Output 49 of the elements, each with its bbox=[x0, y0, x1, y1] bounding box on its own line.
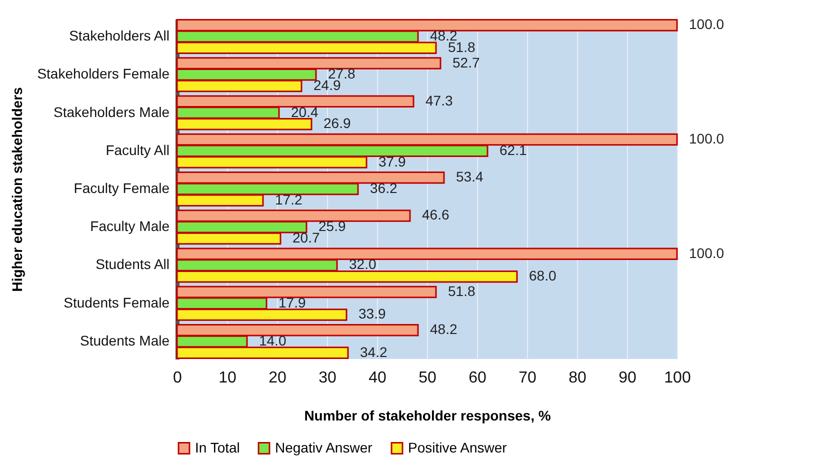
y-tick-label: Stakeholders Female bbox=[37, 66, 170, 82]
data-label: 25.9 bbox=[318, 218, 346, 234]
legend-label: Positive Answer bbox=[408, 439, 508, 456]
data-label: 33.9 bbox=[358, 306, 386, 322]
data-label: 48.2 bbox=[430, 321, 458, 338]
x-tick-label: 100 bbox=[664, 370, 691, 386]
x-tick-label: 70 bbox=[518, 370, 536, 386]
y-tick-label: Students Male bbox=[80, 332, 170, 348]
x-tick-label: 80 bbox=[568, 370, 586, 386]
data-label: 46.6 bbox=[422, 206, 450, 223]
y-axis-title: Higher education stakeholders bbox=[9, 86, 26, 292]
data-label: 32.0 bbox=[349, 256, 376, 272]
y-tick-label: Faculty Female bbox=[74, 180, 170, 196]
data-label: 100.0 bbox=[689, 16, 724, 32]
data-label: 53.4 bbox=[456, 168, 484, 185]
data-label: 17.2 bbox=[275, 191, 302, 208]
data-label: 68.0 bbox=[529, 268, 556, 284]
x-tick-label: 90 bbox=[618, 370, 636, 386]
data-label: 47.3 bbox=[426, 92, 453, 108]
legend-label: Negativ Answer bbox=[275, 439, 373, 456]
y-tick-label: Stakeholders All bbox=[69, 28, 170, 44]
x-axis-title: Number of stakeholder responses, % bbox=[304, 408, 552, 424]
data-label: 14.0 bbox=[259, 332, 286, 348]
data-label: 36.2 bbox=[370, 180, 398, 196]
x-tick-label: 10 bbox=[218, 370, 236, 386]
y-tick-label: Faculty All bbox=[106, 142, 170, 158]
data-label: 52.7 bbox=[452, 54, 480, 70]
data-label: 100.0 bbox=[689, 130, 724, 147]
data-label: 37.9 bbox=[378, 153, 406, 170]
x-tick-label: 20 bbox=[268, 370, 286, 386]
y-tick-label: Faculty Male bbox=[90, 218, 170, 234]
y-tick-label: Stakeholders Male bbox=[54, 104, 170, 120]
x-tick-label: 30 bbox=[318, 370, 336, 386]
data-label: 62.1 bbox=[500, 142, 527, 158]
y-tick-label: Students Female bbox=[64, 294, 170, 310]
data-label: 26.9 bbox=[324, 115, 351, 132]
data-label: 34.2 bbox=[360, 344, 388, 360]
data-label: 20.7 bbox=[292, 229, 320, 246]
x-tick-label: 60 bbox=[468, 370, 486, 386]
x-tick-label: 40 bbox=[368, 370, 386, 386]
y-tick-label: Students All bbox=[96, 256, 170, 272]
x-tick-label: 0 bbox=[173, 370, 182, 386]
data-label: 100.0 bbox=[689, 244, 724, 261]
data-label: 20.4 bbox=[291, 104, 318, 120]
data-label: 51.8 bbox=[448, 282, 476, 299]
legend-label: In Total bbox=[195, 439, 240, 456]
data-label: 17.9 bbox=[278, 294, 306, 310]
data-label: 24.9 bbox=[314, 77, 341, 94]
x-tick-label: 50 bbox=[418, 370, 436, 386]
